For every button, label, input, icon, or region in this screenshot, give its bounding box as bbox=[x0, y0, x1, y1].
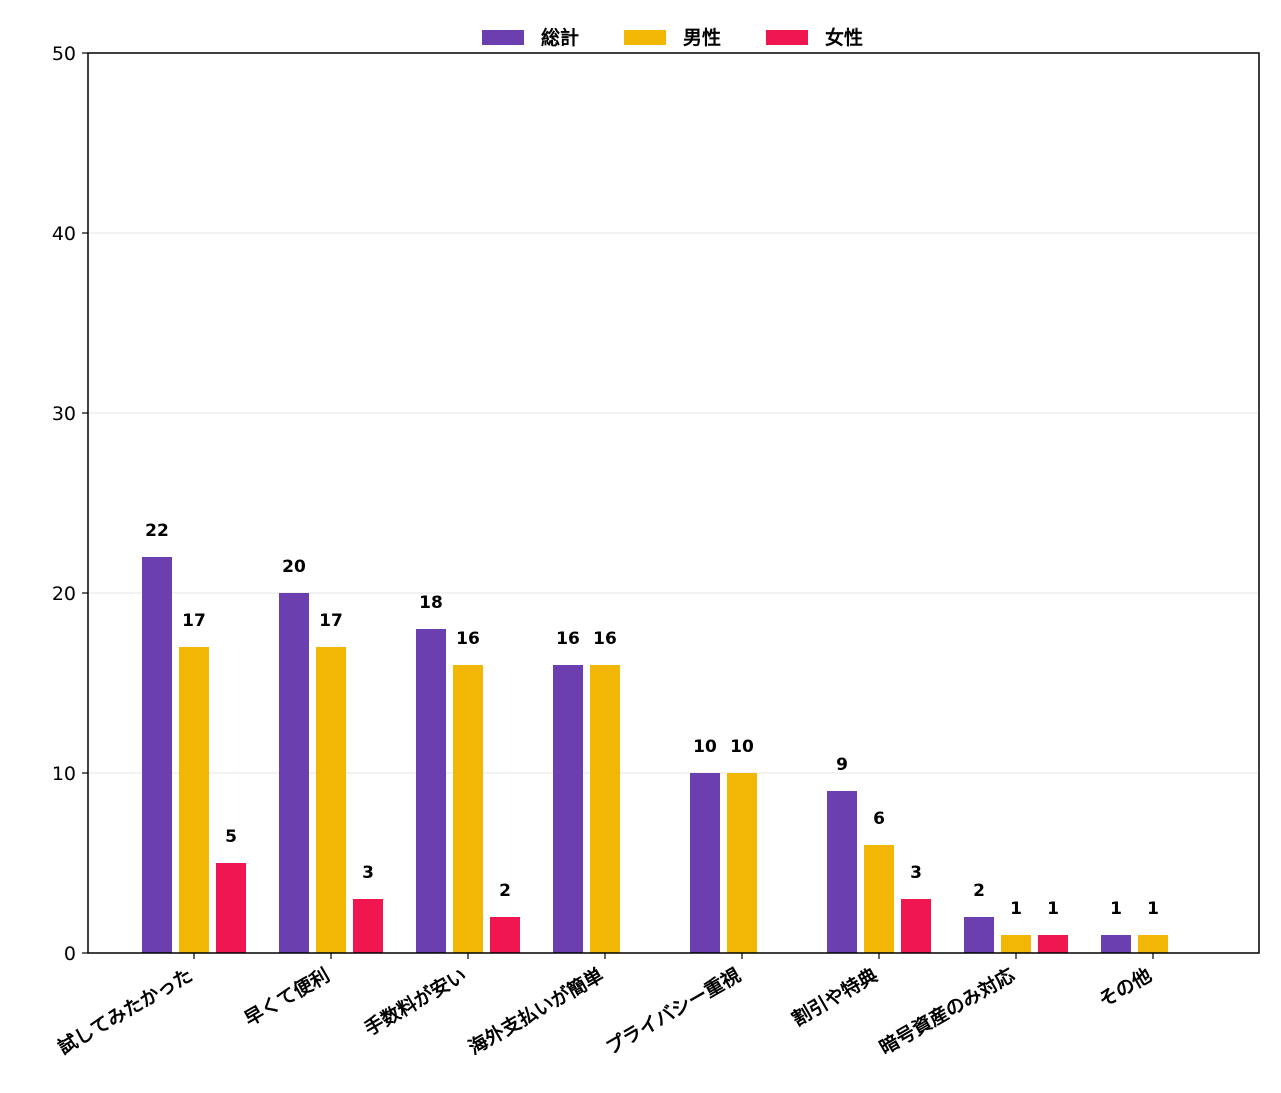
x-tick-label: 割引や特典 bbox=[788, 963, 882, 1030]
bar bbox=[490, 917, 520, 953]
legend: 総計 男性 女性 bbox=[482, 26, 863, 49]
x-tick-label: 海外支払いが簡単 bbox=[464, 963, 607, 1059]
data-label: 17 bbox=[182, 611, 206, 631]
plot-frame bbox=[87, 52, 1260, 954]
bar bbox=[179, 647, 209, 953]
x-tick-label: その他 bbox=[1095, 963, 1156, 1011]
data-label: 2 bbox=[499, 881, 511, 901]
data-label: 10 bbox=[730, 737, 754, 757]
y-tick-label: 50 bbox=[52, 43, 76, 65]
bar bbox=[216, 863, 246, 953]
data-label: 2 bbox=[973, 881, 985, 901]
data-label: 1 bbox=[1010, 899, 1022, 919]
bar bbox=[901, 899, 931, 953]
bar bbox=[553, 665, 583, 953]
bar bbox=[827, 791, 857, 953]
data-label: 1 bbox=[1147, 899, 1159, 919]
data-label: 20 bbox=[282, 557, 306, 577]
bar bbox=[279, 593, 309, 953]
data-label: 22 bbox=[145, 521, 169, 541]
bar bbox=[142, 557, 172, 953]
x-tick-label: プライバシー重視 bbox=[602, 963, 745, 1059]
bar bbox=[453, 665, 483, 953]
data-label: 16 bbox=[593, 629, 617, 649]
y-tick-label: 40 bbox=[52, 223, 76, 245]
data-label: 18 bbox=[419, 593, 443, 613]
bar bbox=[1138, 935, 1168, 953]
data-label: 1 bbox=[1047, 899, 1059, 919]
grid-lines bbox=[88, 232, 1259, 774]
legend-swatch bbox=[766, 30, 808, 45]
data-label: 16 bbox=[456, 629, 480, 649]
legend-label: 女性 bbox=[825, 26, 863, 49]
data-label: 3 bbox=[362, 863, 374, 883]
bar bbox=[590, 665, 620, 953]
bar bbox=[1001, 935, 1031, 953]
data-label: 9 bbox=[836, 755, 848, 775]
y-tick-label: 30 bbox=[52, 403, 76, 425]
bar bbox=[316, 647, 346, 953]
data-labels: 22 17 5 20 17 3 18 16 2 16 16 10 10 9 6 3 2 1 1 1 1 bbox=[145, 521, 1159, 919]
bar bbox=[353, 899, 383, 953]
bar bbox=[690, 773, 720, 953]
x-tick-label: 早くて便利 bbox=[241, 964, 334, 1030]
y-tick-label: 0 bbox=[64, 943, 76, 965]
legend-swatch bbox=[482, 30, 524, 45]
bar bbox=[964, 917, 994, 953]
bar bbox=[416, 629, 446, 953]
y-tick-label: 10 bbox=[52, 763, 76, 785]
data-label: 5 bbox=[225, 827, 237, 847]
x-tick-label: 手数料が安い bbox=[360, 963, 470, 1040]
data-label: 16 bbox=[556, 629, 580, 649]
data-label: 17 bbox=[319, 611, 343, 631]
y-tick-label: 20 bbox=[52, 583, 76, 605]
bar bbox=[1038, 935, 1068, 953]
data-label: 3 bbox=[910, 863, 922, 883]
x-tick-label: 暗号資産のみ対応 bbox=[875, 963, 1018, 1059]
x-tick-label: 試してみたかった bbox=[54, 963, 197, 1059]
y-axis: 0 10 20 30 40 50 bbox=[52, 43, 88, 965]
legend-label: 総計 bbox=[541, 26, 579, 49]
bar bbox=[1101, 935, 1131, 953]
data-label: 10 bbox=[693, 737, 717, 757]
bar bbox=[864, 845, 894, 953]
data-label: 1 bbox=[1110, 899, 1122, 919]
legend-swatch bbox=[624, 30, 666, 45]
legend-label: 男性 bbox=[683, 26, 721, 49]
bar bbox=[727, 773, 757, 953]
bars bbox=[142, 557, 1168, 953]
data-label: 6 bbox=[873, 809, 885, 829]
